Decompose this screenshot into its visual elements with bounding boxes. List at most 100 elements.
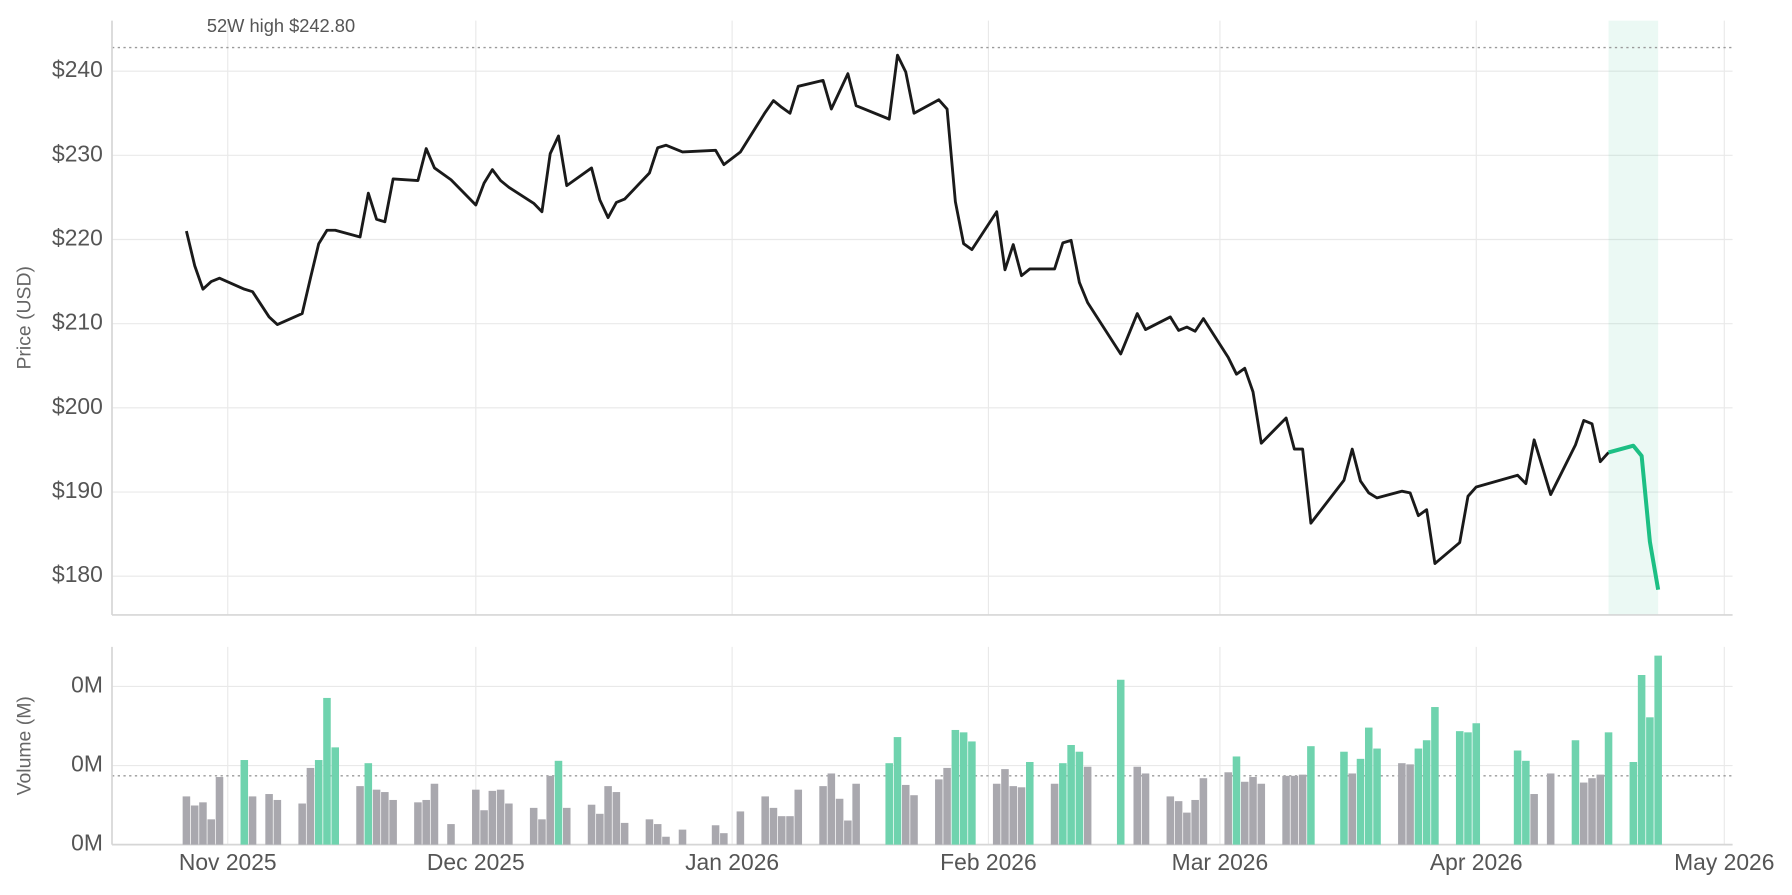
- volume-bar: [992, 783, 1001, 845]
- volume-bar: [736, 811, 745, 845]
- volume-bar: [852, 783, 860, 845]
- volume-bar: [720, 833, 728, 845]
- volume-bar: [1183, 812, 1191, 845]
- volume-bar: [389, 799, 397, 845]
- volume-bar: [1116, 679, 1125, 845]
- y-tick-label: $240: [52, 56, 103, 82]
- volume-bar: [1282, 775, 1290, 845]
- volume-bar: [587, 804, 596, 845]
- volume-bar: [1364, 727, 1373, 845]
- volume-bar: [1009, 786, 1018, 845]
- volume-bar: [546, 775, 554, 845]
- volume-bar: [1348, 773, 1357, 845]
- volume-bar: [1646, 717, 1654, 845]
- volume-bar: [761, 796, 769, 845]
- volume-bar: [505, 803, 513, 845]
- volume-bar: [562, 807, 571, 845]
- volume-bar: [372, 789, 381, 845]
- volume-bar: [1406, 764, 1414, 845]
- volume-bar: [529, 807, 538, 845]
- volume-bar: [430, 783, 439, 845]
- volume-bar: [1455, 731, 1464, 845]
- y-tick-label: 0M: [71, 672, 103, 698]
- volume-bar: [678, 829, 687, 845]
- volume-bar: [777, 816, 786, 845]
- volume-bar: [248, 796, 257, 845]
- price-line: [185, 53, 1610, 566]
- volume-bar: [381, 792, 389, 845]
- y-axis-title: Price (USD): [13, 266, 35, 370]
- volume-bar: [298, 803, 306, 845]
- volume-bar: [480, 810, 488, 845]
- y-tick-label: $210: [52, 309, 103, 335]
- volume-bar: [653, 824, 662, 845]
- volume-bar: [1026, 761, 1034, 845]
- volume-bar: [604, 786, 612, 845]
- volume-bar: [951, 729, 960, 845]
- volume-bar: [1472, 723, 1481, 845]
- volume-bar: [1398, 763, 1406, 845]
- volume-bar: [844, 820, 852, 845]
- y-tick-label: $190: [52, 477, 103, 503]
- volume-bar: [1232, 756, 1241, 845]
- volume-bar: [794, 789, 803, 845]
- volume-bar: [1257, 783, 1266, 845]
- volume-bar: [190, 805, 199, 845]
- volume-bar: [1133, 766, 1142, 845]
- volume-bar: [538, 819, 546, 845]
- volume-bar: [1017, 787, 1026, 845]
- volume-bar: [1199, 778, 1208, 845]
- x-tick-label: Jan 2026: [685, 849, 779, 875]
- x-tick-label: Mar 2026: [1172, 849, 1269, 875]
- volume-bar: [620, 822, 629, 845]
- volume-bar: [1083, 766, 1092, 845]
- volume-bar: [835, 798, 844, 845]
- volume-bar: [1356, 758, 1365, 845]
- volume-bar: [786, 816, 794, 845]
- volume-bar: [1174, 801, 1183, 845]
- volume-bar: [1513, 750, 1522, 845]
- volume-bar: [893, 737, 902, 845]
- volume-bar: [447, 824, 455, 845]
- volume-bar: [1464, 732, 1472, 845]
- volume-bar: [1373, 748, 1381, 845]
- volume-bar: [182, 796, 191, 845]
- volume-bar: [314, 760, 323, 845]
- volume-bar: [1075, 751, 1084, 845]
- y-tick-label: $180: [52, 561, 103, 587]
- volume-bar: [612, 792, 621, 845]
- x-tick-label: Apr 2026: [1430, 849, 1523, 875]
- volume-bar: [968, 741, 976, 845]
- volume-bar: [711, 825, 720, 845]
- volume-bar: [1637, 675, 1646, 845]
- x-tick-label: Nov 2025: [179, 849, 277, 875]
- volume-bar: [356, 786, 364, 845]
- y-axis-title: Volume (M): [13, 696, 35, 795]
- volume-bar: [1571, 740, 1580, 845]
- x-tick-label: Feb 2026: [940, 849, 1037, 875]
- volume-bar: [1522, 760, 1530, 845]
- volume-bar: [1546, 773, 1555, 845]
- volume-bar: [323, 697, 331, 845]
- volume-bar: [1067, 744, 1075, 845]
- y-tick-label: $220: [52, 225, 103, 251]
- volume-bar: [1579, 782, 1588, 845]
- volume-bar: [645, 819, 654, 845]
- volume-bar: [240, 760, 249, 845]
- volume-bar: [662, 836, 670, 845]
- y-tick-label: 0M: [71, 830, 103, 856]
- volume-bar: [827, 773, 836, 845]
- volume-bar: [819, 786, 827, 845]
- volume-bar: [1604, 732, 1613, 845]
- x-tick-label: Dec 2025: [427, 849, 525, 875]
- volume-bar: [1629, 761, 1638, 845]
- volume-bar: [1654, 655, 1662, 845]
- volume-bar: [1059, 763, 1067, 845]
- volume-bar: [1249, 777, 1257, 845]
- volume-bar: [1290, 775, 1299, 845]
- volume-bar: [910, 795, 918, 845]
- volume-bar: [1422, 740, 1431, 845]
- volume-bar: [959, 732, 968, 845]
